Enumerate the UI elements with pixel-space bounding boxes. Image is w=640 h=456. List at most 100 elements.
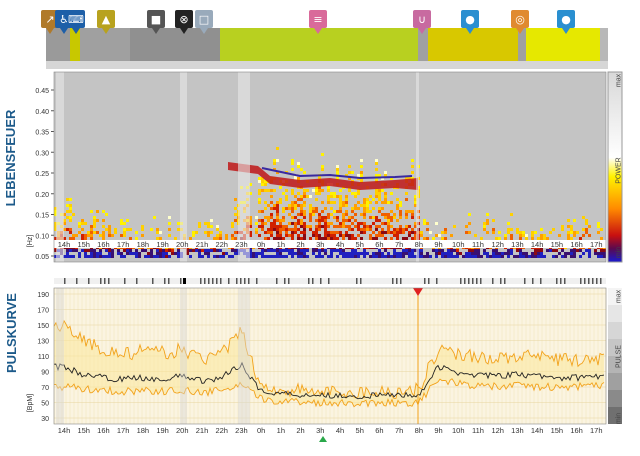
spectro-cell (330, 237, 333, 240)
spectro-cell (393, 255, 396, 258)
spectro-cell (537, 249, 540, 252)
spectro-cell (363, 222, 366, 225)
spectro-cell (414, 249, 417, 252)
spectro-cell (54, 249, 57, 252)
spectro-cell (279, 225, 282, 228)
pulse-scale-block (608, 288, 622, 305)
spectro-cell (216, 237, 219, 240)
event-tick (396, 278, 398, 284)
lebensfeuer-tick-label: 0.30 (35, 150, 49, 157)
spectro-cell (87, 234, 90, 237)
spectro-cell (465, 231, 468, 234)
spectro-cell (261, 219, 264, 222)
spectro-cell (315, 210, 318, 213)
spectro-cell (258, 225, 261, 228)
spectro-cell (276, 213, 279, 216)
spectro-cell (540, 234, 543, 237)
spectro-cell (447, 255, 450, 258)
spectro-cell (231, 234, 234, 237)
spectro-cell (123, 249, 126, 252)
spectro-cell (390, 231, 393, 234)
spectro-cell (315, 207, 318, 210)
spectro-cell (279, 255, 282, 258)
spectro-cell (276, 228, 279, 231)
spectro-cell (345, 195, 348, 198)
pulse-tick-label: 90 (41, 370, 49, 377)
spectro-cell (192, 234, 195, 237)
spectro-cell (189, 249, 192, 252)
spectro-cell (423, 255, 426, 258)
pulse-time-axis-label: 2h (296, 426, 304, 435)
event-tick (564, 278, 566, 284)
spectro-time-axis-label: 7h (395, 240, 403, 249)
spectro-cell (384, 198, 387, 201)
spectro-cell (255, 252, 258, 255)
spectro-cell (267, 249, 270, 252)
spectro-time-axis-label: 15h (77, 240, 90, 249)
spectro-cell (327, 195, 330, 198)
spectro-cell (276, 204, 279, 207)
spectro-cell (381, 228, 384, 231)
spectro-cell (321, 168, 324, 171)
bath-icon-badge (413, 10, 431, 28)
spectro-cell (306, 225, 309, 228)
spectro-cell (405, 249, 408, 252)
bath-icon-glyph: ∪ (418, 13, 426, 26)
spectro-cell (234, 213, 237, 216)
spectro-cell (219, 249, 222, 252)
event-tick (180, 278, 182, 284)
spectro-cell (345, 255, 348, 258)
spectro-time-axis-label: 23h (235, 240, 248, 249)
event-tick (244, 278, 246, 284)
spectro-cell (498, 231, 501, 234)
spectro-cell (516, 249, 519, 252)
spectro-cell (84, 249, 87, 252)
event-tick (276, 278, 278, 284)
spectro-cell (261, 249, 264, 252)
spectro-cell (453, 225, 456, 228)
spectro-cell (282, 216, 285, 219)
lebensfeuer-tick-label: 0.45 (35, 88, 49, 95)
spectro-cell (435, 234, 438, 237)
spectro-cell (531, 237, 534, 240)
event-tick (124, 278, 126, 284)
spectro-cell (348, 165, 351, 168)
spectro-cell (336, 255, 339, 258)
spectro-cell (288, 228, 291, 231)
spectro-cell (381, 207, 384, 210)
spectro-cell (309, 228, 312, 231)
spectro-cell (276, 207, 279, 210)
spectro-cell (408, 177, 411, 180)
spectro-cell (291, 252, 294, 255)
spectro-cell (261, 255, 264, 258)
spectro-cell (531, 234, 534, 237)
spectro-cell (318, 216, 321, 219)
spectro-cell (426, 255, 429, 258)
spectro-cell (324, 231, 327, 234)
spectro-cell (294, 228, 297, 231)
spectro-cell (399, 225, 402, 228)
spectro-cell (321, 237, 324, 240)
spectro-cell (216, 228, 219, 231)
spectro-cell (279, 201, 282, 204)
spectro-cell (81, 228, 84, 231)
spectro-cell (72, 234, 75, 237)
spectro-cell (273, 204, 276, 207)
spectro-cell (336, 231, 339, 234)
spectro-cell (399, 213, 402, 216)
wheelchair-icon-pointer (60, 28, 68, 34)
spectro-time-axis-label: 21h (196, 240, 209, 249)
spectro-cell (156, 249, 159, 252)
spectro-cell (570, 255, 573, 258)
spectro-cell (570, 252, 573, 255)
spectro-cell (195, 231, 198, 234)
spectro-cell (579, 255, 582, 258)
spectro-time-axis-label: 13h (511, 240, 524, 249)
spectro-cell (354, 192, 357, 195)
spectro-cell (441, 255, 444, 258)
spectro-cell (450, 234, 453, 237)
spectro-cell (312, 189, 315, 192)
spectro-cell (333, 216, 336, 219)
spectro-cell (318, 234, 321, 237)
spectro-cell (567, 225, 570, 228)
